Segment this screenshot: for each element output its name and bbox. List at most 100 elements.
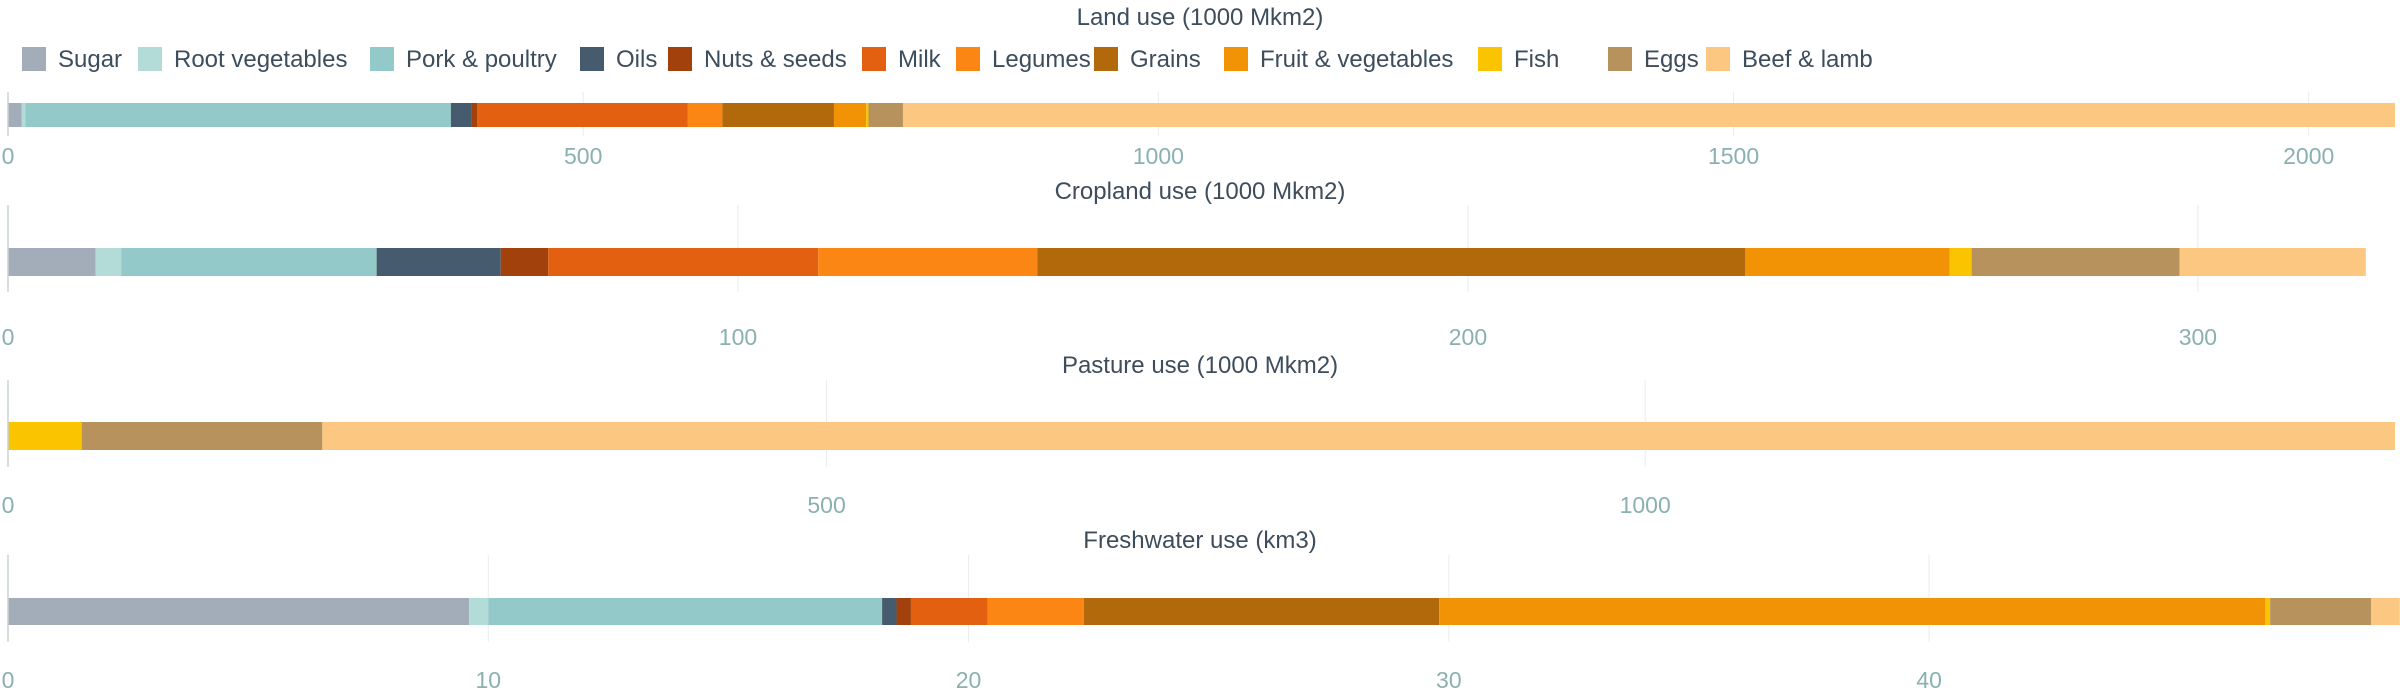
bar-segment-milk[interactable] <box>910 598 988 625</box>
panel-pasture-use-1000-mkm2: Pasture use (1000 Mkm2) 0 500 1000 <box>2 352 2396 518</box>
legend-item-milk[interactable]: Milk <box>862 46 942 73</box>
x-tick-label: 2000 <box>2283 143 2334 169</box>
bar-segment-pork-and-poultry[interactable] <box>121 248 377 276</box>
x-tick-label: 500 <box>564 143 602 169</box>
legend-label: Sugar <box>58 46 122 73</box>
x-tick-label: 0 <box>2 324 15 350</box>
x-tick-label: 0 <box>2 143 15 169</box>
bar-segment-grains[interactable] <box>722 103 834 127</box>
legend-swatch <box>138 47 162 71</box>
bar-segment-grains[interactable] <box>1037 248 1746 276</box>
legend-swatch <box>1478 47 1502 71</box>
bar-segment-fish[interactable] <box>2265 598 2271 625</box>
legend-label: Grains <box>1130 46 1201 73</box>
legend-item-nuts-and-seeds[interactable]: Nuts & seeds <box>668 46 847 73</box>
bar-segment-eggs[interactable] <box>2270 598 2371 625</box>
legend-swatch <box>1094 47 1118 71</box>
chart-panels: Land use (1000 Mkm2)0 500 1000 1500 2000Crop… <box>2 4 2400 693</box>
x-tick-label: 30 <box>1436 667 1462 693</box>
legend-swatch <box>1224 47 1248 71</box>
legend-item-sugar[interactable]: Sugar <box>22 46 122 73</box>
panel-freshwater-use-km3: Freshwater use (km3) 0 10 20 30 40 <box>2 527 2400 693</box>
legend-item-pork-and-poultry[interactable]: Pork & poultry <box>370 46 557 73</box>
legend-label: Oils <box>616 46 657 73</box>
legend-swatch <box>862 47 886 71</box>
legend-label: Fish <box>1514 46 1559 73</box>
x-tick-label: 300 <box>2179 324 2217 350</box>
bar-segment-oils[interactable] <box>882 598 897 625</box>
legend-label: Legumes <box>992 46 1091 73</box>
legend-swatch <box>668 47 692 71</box>
x-tick-label: 10 <box>475 667 501 693</box>
bar-segment-fish[interactable] <box>866 103 869 127</box>
bar-segment-eggs[interactable] <box>81 422 323 450</box>
legend-item-oils[interactable]: Oils <box>580 46 657 73</box>
bar-segment-fruit-and-vegetables[interactable] <box>833 103 867 127</box>
bar-segment-eggs[interactable] <box>1971 248 2180 276</box>
bar-segment-eggs[interactable] <box>868 103 903 127</box>
bar-segment-nuts-and-seeds[interactable] <box>471 103 478 127</box>
legend-label: Beef & lamb <box>1742 46 1873 73</box>
x-tick-label: 200 <box>1449 324 1487 350</box>
x-tick-label: 20 <box>956 667 982 693</box>
legend-item-eggs[interactable]: Eggs <box>1608 46 1699 73</box>
x-tick-label: 0 <box>2 667 15 693</box>
bar-segment-fish[interactable] <box>1949 248 1972 276</box>
bar-segment-pork-and-poultry[interactable] <box>25 103 451 127</box>
bar-segment-sugar[interactable] <box>8 248 96 276</box>
legend-label: Pork & poultry <box>406 46 557 73</box>
bar-segment-oils[interactable] <box>450 103 472 127</box>
panel-title: Land use (1000 Mkm2) <box>1077 4 1324 31</box>
legend-label: Nuts & seeds <box>704 46 847 73</box>
legend-item-fish[interactable]: Fish <box>1478 46 1559 73</box>
x-tick-label: 1000 <box>1133 143 1184 169</box>
bar-segment-pork-and-poultry[interactable] <box>488 598 883 625</box>
bar-segment-nuts-and-seeds[interactable] <box>500 248 549 276</box>
bar-segment-beef-and-lamb[interactable] <box>2370 598 2400 625</box>
legend-item-grains[interactable]: Grains <box>1094 46 1201 73</box>
bar-segment-legumes[interactable] <box>818 248 1038 276</box>
legend-item-fruit-and-vegetables[interactable]: Fruit & vegetables <box>1224 46 1453 73</box>
bar-segment-root-vegetables[interactable] <box>469 598 489 625</box>
bar-segment-beef-and-lamb[interactable] <box>2179 248 2366 276</box>
bar-segment-nuts-and-seeds[interactable] <box>896 598 911 625</box>
panel-title: Freshwater use (km3) <box>1083 527 1316 554</box>
bar-segment-milk[interactable] <box>548 248 819 276</box>
legend-swatch <box>22 47 46 71</box>
bar-segment-legumes[interactable] <box>687 103 723 127</box>
panel-land-use-1000-mkm2: Land use (1000 Mkm2) 0 500 1000 1500 2000 <box>2 4 2395 169</box>
x-tick-label: 100 <box>719 324 757 350</box>
bar-segment-fish[interactable] <box>8 422 82 450</box>
legend-item-beef-and-lamb[interactable]: Beef & lamb <box>1706 46 1873 73</box>
legend-label: Eggs <box>1644 46 1699 73</box>
legend-label: Root vegetables <box>174 46 347 73</box>
x-tick-label: 500 <box>807 492 845 518</box>
legend-label: Fruit & vegetables <box>1260 46 1453 73</box>
bar-segment-oils[interactable] <box>376 248 501 276</box>
legend-item-legumes[interactable]: Legumes <box>956 46 1091 73</box>
bar-segment-beef-and-lamb[interactable] <box>322 422 2396 450</box>
bar-segment-beef-and-lamb[interactable] <box>902 103 2395 127</box>
bar-segment-sugar[interactable] <box>8 598 470 625</box>
bar-segment-legumes[interactable] <box>987 598 1084 625</box>
panel-title: Pasture use (1000 Mkm2) <box>1062 352 1338 379</box>
bar-segment-grains[interactable] <box>1083 598 1440 625</box>
x-tick-label: 0 <box>2 492 15 518</box>
legend-swatch <box>580 47 604 71</box>
bar-segment-root-vegetables[interactable] <box>95 248 122 276</box>
panel-cropland-use-1000-mkm2: Cropland use (1000 Mkm2) 0 100 200 300 <box>2 178 2366 350</box>
bar-segment-root-vegetables[interactable] <box>21 103 26 127</box>
bar-segment-fruit-and-vegetables[interactable] <box>1439 598 2266 625</box>
bar-segment-fruit-and-vegetables[interactable] <box>1745 248 1950 276</box>
legend-item-root-vegetables[interactable]: Root vegetables <box>138 46 347 73</box>
panel-title: Cropland use (1000 Mkm2) <box>1055 178 1346 205</box>
legend-swatch <box>370 47 394 71</box>
legend-swatch <box>1608 47 1632 71</box>
legend-swatch <box>1706 47 1730 71</box>
bar-segment-sugar[interactable] <box>8 103 22 127</box>
x-tick-label: 1500 <box>1708 143 1759 169</box>
bar-segment-milk[interactable] <box>477 103 688 127</box>
x-tick-label: 1000 <box>1620 492 1671 518</box>
legend-swatch <box>956 47 980 71</box>
